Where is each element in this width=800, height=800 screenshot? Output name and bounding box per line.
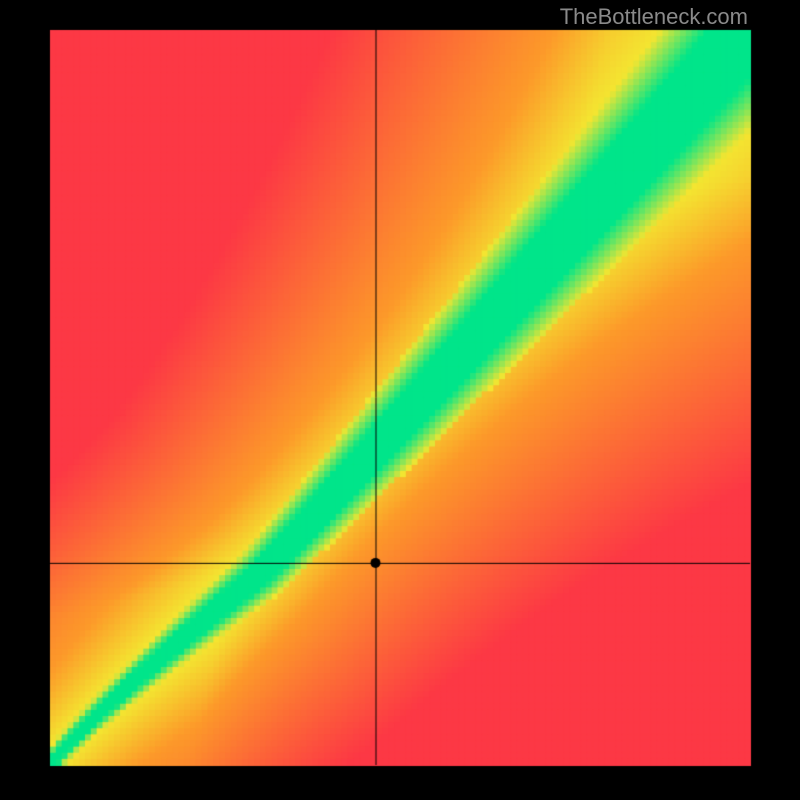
chart-container: TheBottleneck.com: [0, 0, 800, 800]
heatmap-canvas: [0, 0, 800, 800]
